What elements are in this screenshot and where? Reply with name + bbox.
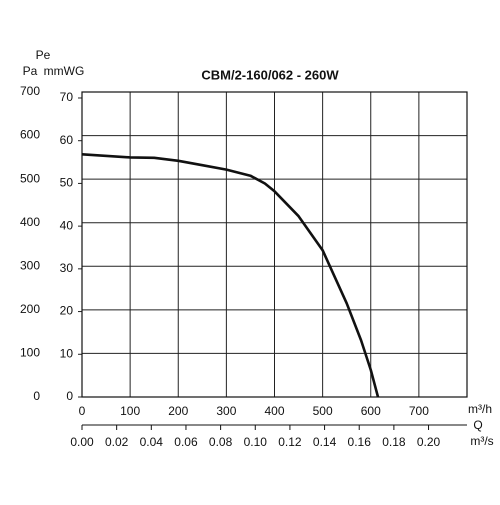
y-label: Pa: [23, 64, 38, 78]
x-tick-label: 700: [409, 404, 429, 418]
x-tick-label: 600: [361, 404, 381, 418]
y-tick-label: 0: [33, 389, 40, 403]
x2-tick-label: 0.16: [348, 435, 372, 449]
chart-title: CBM/2-160/062 - 260W: [201, 67, 339, 82]
x2-tick-label: 0.10: [244, 435, 268, 449]
fan-curve: [81, 153, 380, 398]
x2-tick-label: 0.02: [105, 435, 129, 449]
pe-label: Pe: [36, 48, 51, 62]
y-tick-label: 400: [20, 215, 40, 229]
x2-tick-label: 0.06: [174, 435, 198, 449]
x-label: m³/h: [468, 402, 492, 416]
x2-tick-label: 0.14: [313, 435, 337, 449]
y2-tick-label: 60: [60, 133, 74, 147]
y-tick-label: 600: [20, 128, 40, 142]
x2-tick-label: 0.18: [382, 435, 406, 449]
y2-tick-label: 50: [60, 176, 74, 190]
x2-tick-label: 0.08: [209, 435, 233, 449]
x-tick-label: 200: [168, 404, 188, 418]
x-tick-label: 100: [120, 404, 140, 418]
x2-unit: m³/s: [470, 434, 493, 448]
y-tick-label: 100: [20, 346, 40, 360]
y2-tick-label: 20: [60, 304, 74, 318]
y2-tick-label: 0: [66, 389, 73, 403]
y2-tick-label: 10: [60, 346, 74, 360]
y-tick-label: 200: [20, 302, 40, 316]
x-tick-label: 300: [216, 404, 236, 418]
y2-tick-label: 70: [60, 90, 74, 104]
y-tick-label: 500: [20, 171, 40, 185]
x2-tick-label: 0.00: [70, 435, 94, 449]
y2-tick-label: 30: [60, 261, 74, 275]
x2-tick-label: 0.04: [140, 435, 164, 449]
x-tick-label: 400: [264, 404, 284, 418]
plot-border: [81, 91, 468, 398]
y-tick-label: 300: [20, 258, 40, 272]
x-tick-label: 500: [313, 404, 333, 418]
x2-tick-label: 0.12: [278, 435, 302, 449]
y-tick-label: 700: [20, 84, 40, 98]
x2-label: Q: [473, 418, 482, 432]
y2-tick-label: 40: [60, 218, 74, 232]
x-tick-label: 0: [79, 404, 86, 418]
y2-label: mmWG: [44, 64, 85, 78]
x2-tick-label: 0.20: [417, 435, 441, 449]
